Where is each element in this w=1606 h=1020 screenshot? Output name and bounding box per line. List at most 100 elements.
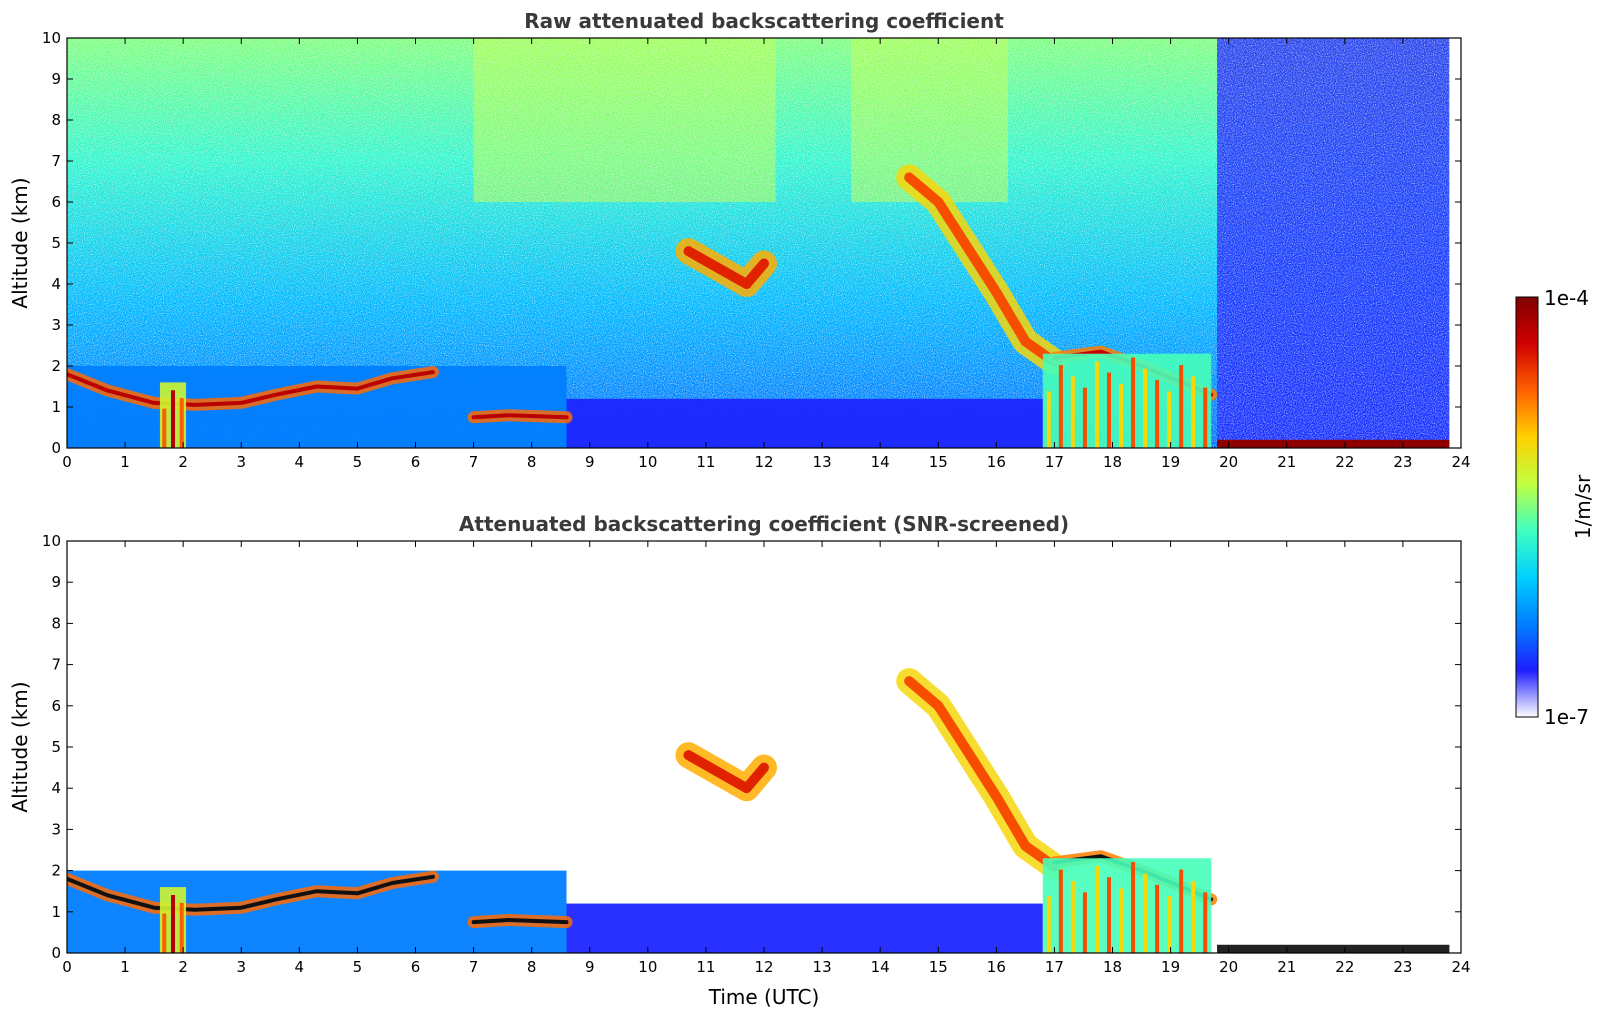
x-tick-label: 12 (754, 958, 773, 976)
y-tick-label: 2 (51, 357, 61, 375)
title-screened: Attenuated backscattering coefficient (S… (459, 512, 1069, 536)
x-tick-label: 5 (353, 958, 363, 976)
x-tick-label: 7 (469, 958, 479, 976)
x-tick-label: 17 (1045, 958, 1064, 976)
x-tick-label: 10 (638, 453, 657, 471)
feature-precip-streak (179, 902, 184, 953)
x-tick-label: 9 (585, 453, 595, 471)
feature-boundary-layer (566, 398, 1043, 448)
feature-precip-streak (162, 408, 167, 448)
x-tick-label: 0 (62, 453, 72, 471)
y-tick-label: 3 (51, 820, 61, 838)
x-tick-label: 20 (1219, 958, 1238, 976)
feature-precip-streak (162, 913, 167, 953)
feature-ice-cloud (683, 750, 769, 794)
feature-precip-streak (1167, 391, 1172, 448)
feature-precip-streak (1070, 376, 1075, 448)
x-tick-label: 0 (62, 958, 72, 976)
x-tick-label: 22 (1335, 958, 1354, 976)
panel-screened: Attenuated backscattering coefficient (S… (8, 512, 1471, 1009)
y-tick-label: 0 (51, 944, 61, 962)
y-tick-label: 1 (51, 903, 61, 921)
y-tick-label: 5 (51, 738, 61, 756)
feature-surface-fog (1217, 944, 1450, 953)
feature-cloud-layer (67, 874, 435, 912)
feature-precip-streak (1058, 365, 1063, 448)
x-tick-label: 8 (527, 958, 537, 976)
x-tick-label: 6 (411, 958, 421, 976)
x-tick-label: 7 (469, 453, 479, 471)
x-tick-label: 5 (353, 453, 363, 471)
colorbar-unit-label: 1/m/sr (1571, 474, 1595, 539)
y-tick-label: 10 (42, 532, 61, 550)
feature-ice-cloud (904, 676, 1060, 872)
x-tick-label: 21 (1277, 453, 1296, 471)
feature-precip-streak (179, 398, 184, 448)
x-tick-label: 16 (987, 453, 1006, 471)
feature-boundary-layer (67, 366, 567, 448)
feature-precip-streak (1143, 368, 1148, 448)
feature-precip-streak (1082, 892, 1087, 953)
feature-precip-streak (1143, 873, 1148, 953)
x-tick-label: 18 (1103, 453, 1122, 471)
heatmap-raw (67, 38, 1461, 448)
x-tick-label: 11 (696, 958, 715, 976)
feature-precipitation (1042, 353, 1212, 448)
feature-precip-streak (1131, 357, 1136, 448)
x-tick-label: 4 (295, 453, 305, 471)
x-tick-label: 4 (295, 958, 305, 976)
x-tick-label: 15 (929, 453, 948, 471)
y-tick-label: 0 (51, 439, 61, 457)
feature-precip-streak (1119, 383, 1124, 448)
ylabel-raw: Altitude (km) (8, 177, 32, 308)
feature-cloud-layer (471, 918, 569, 925)
feature-precip-streak (1082, 387, 1087, 448)
feature-precip-streak (1191, 880, 1196, 953)
x-tick-label: 23 (1393, 958, 1412, 976)
y-ticks-raw: 0 1 2 3 4 5 6 7 8 9 10 (42, 29, 1461, 457)
y-tick-label: 8 (51, 614, 61, 632)
x-tick-label: 24 (1451, 453, 1470, 471)
y-tick-label: 4 (51, 275, 61, 293)
feature-precip-streak (1106, 877, 1111, 953)
feature-cloud-layer (67, 370, 435, 407)
feature-precip-streak (1046, 896, 1051, 953)
feature-precip-streak (1046, 391, 1051, 448)
feature-precip-streak (1167, 896, 1172, 953)
feature-precip-streak (1094, 865, 1099, 953)
y-tick-label: 4 (51, 779, 61, 797)
x-tick-label: 19 (1161, 958, 1180, 976)
x-tick-label: 14 (871, 453, 890, 471)
feature-ice-cloud (683, 246, 769, 289)
feature-surface-fog (1217, 439, 1450, 448)
x-tick-label: 15 (929, 958, 948, 976)
feature-precip-streak (1155, 884, 1160, 953)
feature-precip-streak (1094, 361, 1099, 448)
colorbar: 1e-4 1e-7 1/m/sr (1515, 286, 1595, 729)
y-tick-label: 3 (51, 316, 61, 334)
feature-boundary-layer (566, 903, 1043, 953)
colorbar-min-label: 1e-7 (1544, 705, 1589, 729)
xlabel: Time (UTC) (708, 985, 820, 1009)
feature-precip-streak (1179, 365, 1184, 448)
x-ticks-screened: 0 1 2 3 4 5 6 7 8 9 10 11 12 13 14 15 16 17 18 19 20 21 22 23 24 (62, 541, 1471, 976)
feature-precipitation (1042, 858, 1212, 953)
heatmap-screened (67, 541, 1461, 953)
y-tick-label: 2 (51, 862, 61, 880)
x-tick-label: 23 (1393, 453, 1412, 471)
x-tick-label: 16 (987, 958, 1006, 976)
y-ticks-screened: 0 1 2 3 4 5 6 7 8 9 10 (42, 532, 1461, 962)
x-tick-label: 11 (696, 453, 715, 471)
x-tick-label: 18 (1103, 958, 1122, 976)
x-tick-label: 13 (813, 958, 832, 976)
panel-raw: Raw attenuated backscattering coefficien… (8, 9, 1471, 471)
x-tick-label: 24 (1451, 958, 1470, 976)
feature-ice-cloud (904, 172, 1060, 367)
x-tick-label: 20 (1219, 453, 1238, 471)
x-tick-label: 2 (178, 453, 188, 471)
feature-precip-streak (171, 390, 176, 448)
feature-boundary-layer (67, 870, 567, 953)
y-tick-label: 9 (51, 70, 61, 88)
x-tick-label: 17 (1045, 453, 1064, 471)
